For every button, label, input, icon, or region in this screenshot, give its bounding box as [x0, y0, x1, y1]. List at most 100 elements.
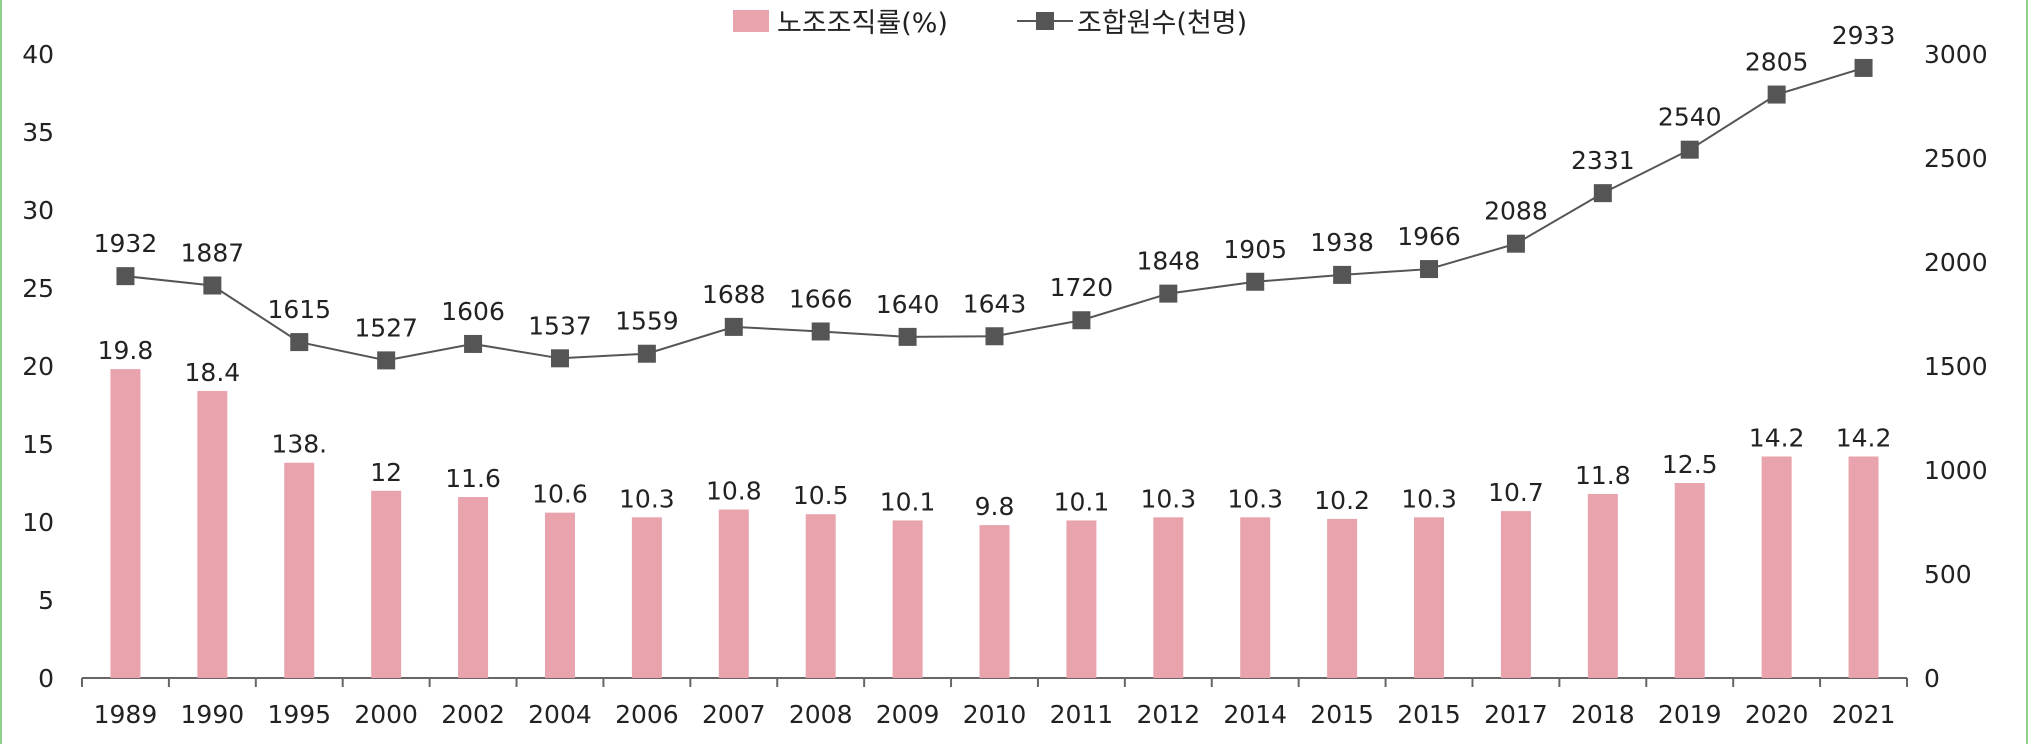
x-tick-label: 2004: [528, 700, 592, 729]
bar-value-label: 10.6: [532, 480, 588, 509]
line-value-label: 1527: [354, 313, 418, 342]
bar-value-label: 10.3: [1140, 484, 1196, 513]
y-left-tick-label: 0: [38, 664, 54, 693]
line-marker: [1333, 265, 1352, 284]
line-value-label: 2331: [1571, 146, 1635, 175]
line-value-label: 2933: [1832, 21, 1896, 50]
line-value-label: 1932: [94, 229, 158, 258]
bar: [1848, 456, 1879, 678]
line-value-label: 1720: [1050, 273, 1114, 302]
line-value-label: 1848: [1136, 247, 1200, 276]
bar: [892, 520, 923, 678]
bar: [371, 490, 402, 678]
bar: [544, 512, 575, 678]
y-right-tick-label: 0: [1924, 664, 1940, 693]
line-marker: [1854, 58, 1873, 77]
line-marker: [724, 317, 743, 336]
bar: [631, 517, 662, 678]
bar-value-label: 18.4: [185, 358, 241, 387]
y-right-tick-label: 1000: [1924, 456, 1988, 485]
x-tick-label: 2021: [1832, 700, 1896, 729]
bar-value-label: 10.5: [793, 481, 849, 510]
legend-line-marker: [1036, 12, 1054, 30]
line-marker: [898, 327, 917, 346]
y-right-tick-label: 3000: [1924, 40, 1988, 69]
line-value-label: 1537: [528, 311, 592, 340]
y-left-tick-label: 15: [22, 430, 54, 459]
legend-line-label: 조합원수(천명): [1077, 8, 1247, 39]
x-tick-label: 2011: [1050, 700, 1114, 729]
bar: [718, 509, 749, 678]
line-value-label: 1615: [267, 295, 331, 324]
y-right-tick-label: 500: [1924, 560, 1972, 589]
x-tick-label: 2010: [963, 700, 1027, 729]
line-marker: [637, 344, 656, 363]
bar: [1500, 511, 1531, 678]
x-tick-label: 2008: [789, 700, 853, 729]
line-marker: [203, 276, 222, 295]
y-left-tick-label: 5: [38, 586, 54, 615]
line-value-label: 1606: [441, 297, 505, 326]
line-marker: [550, 349, 569, 368]
line-value-label: 1640: [876, 290, 940, 319]
bar-value-label: 10.7: [1488, 478, 1544, 507]
legend-bar-label: 노조조직률(%): [777, 8, 948, 39]
y-left-tick-label: 35: [22, 118, 54, 147]
line-value-label: 1688: [702, 280, 766, 309]
x-tick-label: 1989: [94, 700, 158, 729]
x-tick-label: 2006: [615, 700, 679, 729]
x-tick-label: 1990: [181, 700, 245, 729]
bar-value-label: 10.1: [880, 487, 936, 516]
bar-value-label: 10.8: [706, 477, 762, 506]
line-value-label: 2805: [1745, 48, 1809, 77]
x-tick-label: 2018: [1571, 700, 1635, 729]
line-marker: [290, 333, 309, 352]
y-left-tick-label: 40: [22, 40, 54, 69]
bar-value-label: 10.1: [1054, 487, 1110, 516]
bar-value-label: 10.3: [1401, 484, 1457, 513]
line-marker: [377, 351, 396, 370]
bar: [1414, 517, 1445, 678]
line-marker: [1593, 184, 1612, 203]
bar-value-label: 14.2: [1749, 423, 1805, 452]
line-marker: [1767, 85, 1786, 104]
x-tick-label: 2009: [876, 700, 940, 729]
y-left-tick-label: 20: [22, 352, 54, 381]
bar: [284, 462, 315, 678]
x-tick-label: 2015: [1397, 700, 1461, 729]
x-tick-label: 2000: [354, 700, 418, 729]
y-left-tick-label: 30: [22, 196, 54, 225]
line-value-label: 1643: [963, 289, 1027, 318]
line-value-label: 1905: [1223, 235, 1287, 264]
bar: [1327, 518, 1358, 678]
line-value-label: 2088: [1484, 197, 1548, 226]
bar: [979, 525, 1010, 678]
bar: [1674, 483, 1705, 678]
bar: [197, 390, 228, 678]
bar-value-label: 11.8: [1575, 461, 1631, 490]
y-right-tick-label: 1500: [1924, 352, 1988, 381]
bar-value-label: 12: [370, 458, 402, 487]
line-marker: [1680, 140, 1699, 159]
y-left-tick-label: 25: [22, 274, 54, 303]
bar-value-label: 19.8: [98, 336, 154, 365]
bar: [110, 369, 141, 678]
x-tick-label: 2012: [1136, 700, 1200, 729]
line-marker: [1246, 272, 1265, 291]
bar: [1761, 456, 1792, 678]
line-marker: [464, 334, 483, 353]
line-value-label: 1666: [789, 284, 853, 313]
x-tick-label: 2020: [1745, 700, 1809, 729]
line-marker: [1159, 284, 1178, 303]
line-value-label: 1966: [1397, 222, 1461, 251]
line-marker: [116, 267, 135, 286]
bar: [1153, 517, 1184, 678]
y-right-tick-label: 2000: [1924, 248, 1988, 277]
x-tick-label: 2002: [441, 700, 505, 729]
x-tick-label: 2017: [1484, 700, 1548, 729]
x-tick-label: 2015: [1310, 700, 1374, 729]
line-value-label: 1559: [615, 307, 679, 336]
bar-value-label: 10.2: [1314, 486, 1370, 515]
x-tick-label: 1995: [267, 700, 331, 729]
